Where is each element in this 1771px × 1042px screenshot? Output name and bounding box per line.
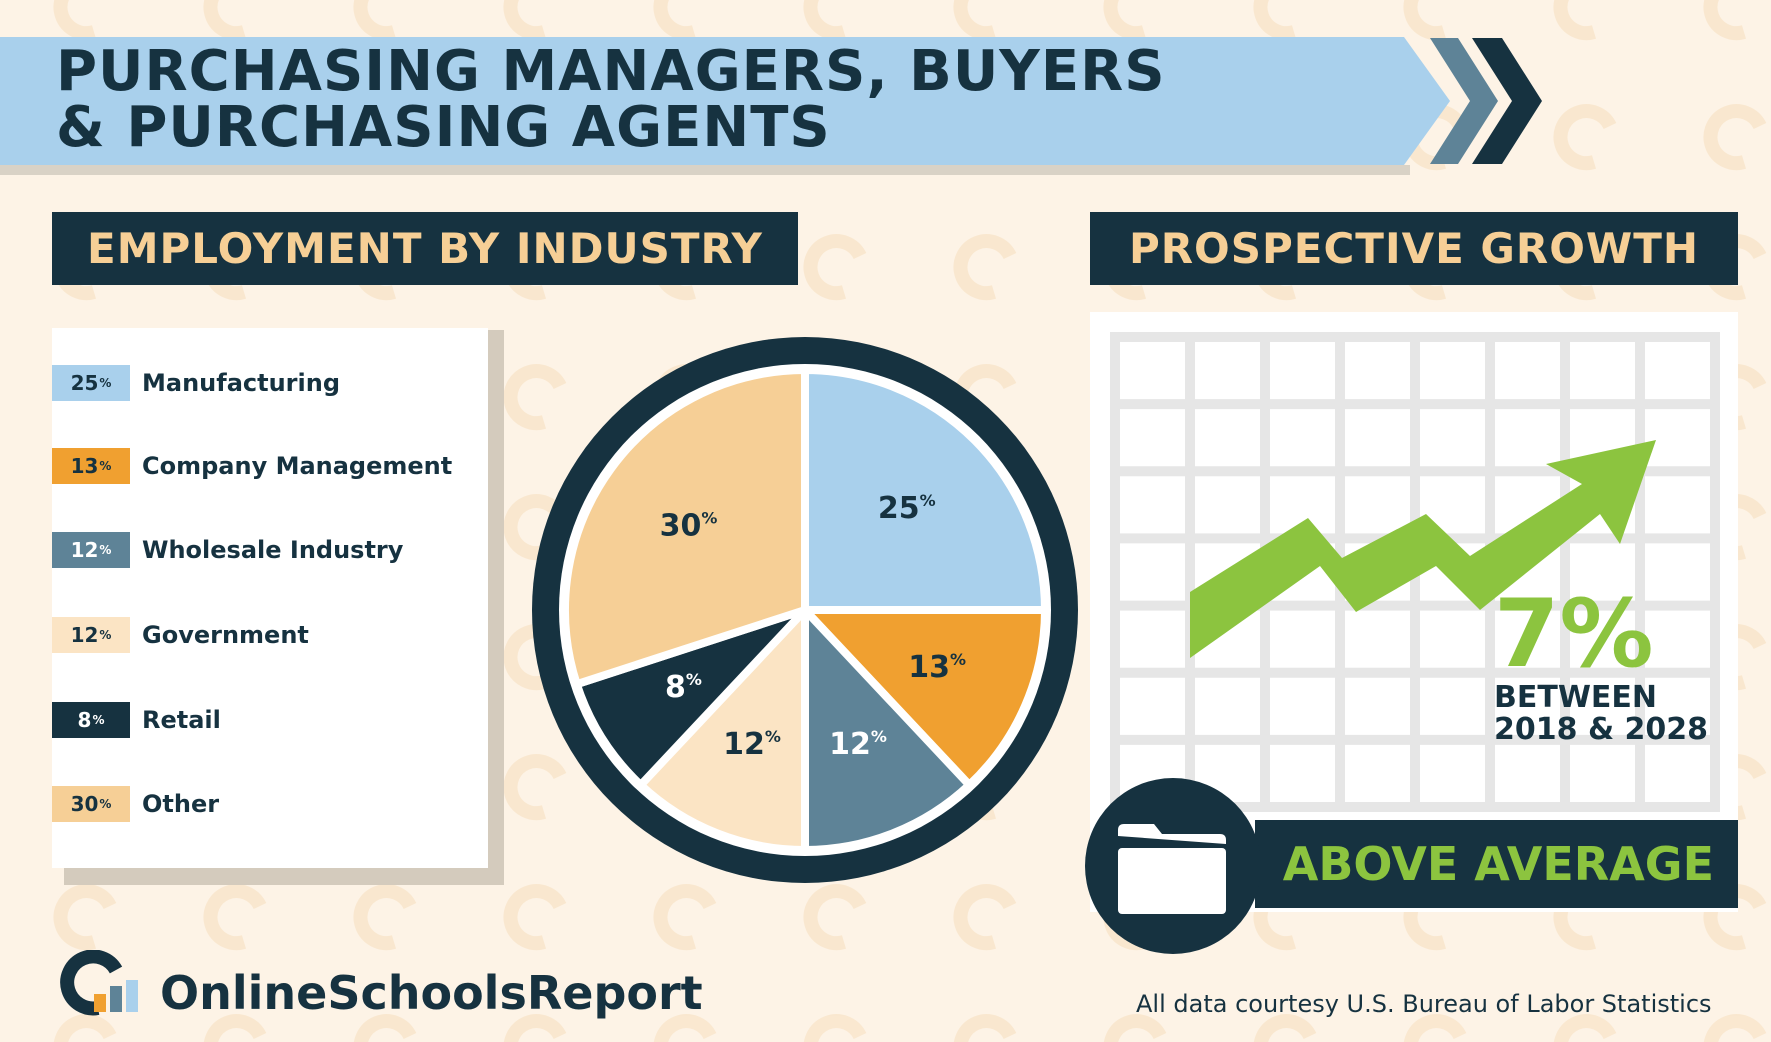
pie-slice — [801, 606, 974, 854]
legend-label: Wholesale Industry — [142, 536, 404, 564]
pie-chart: 25%13%12%12%8%30% — [532, 337, 1078, 883]
pie-slice — [572, 606, 809, 789]
pie-slice — [561, 366, 809, 689]
title-line-2: & PURCHASING AGENTS — [56, 95, 831, 160]
growth-between: BETWEEN — [1494, 680, 1658, 715]
legend-swatch: 30% — [52, 786, 130, 822]
pie-slice — [801, 606, 1049, 789]
chevrons-icon — [1430, 38, 1542, 164]
legend-swatch: 12% — [52, 617, 130, 653]
legend-swatch: 13% — [52, 448, 130, 484]
legend-swatch: 8% — [52, 702, 130, 738]
folder-icon — [1118, 824, 1226, 914]
growth-rating: ABOVE AVERAGE — [1255, 820, 1738, 908]
source-credit: All data courtesy U.S. Bureau of Labor S… — [1136, 990, 1712, 1018]
legend-item: 30% Other — [52, 786, 219, 822]
growth-percent: 7% — [1494, 580, 1654, 689]
growth-period: BETWEEN 2018 & 2028 — [1494, 682, 1708, 746]
logo-icon — [60, 950, 138, 1016]
title-banner-shadow — [0, 165, 1410, 175]
legend-label: Government — [142, 621, 309, 649]
legend-item: 8% Retail — [52, 702, 221, 738]
logo-wordmark: OnlineSchoolsReport — [160, 966, 703, 1020]
pie-slice-label: 25% — [878, 491, 936, 526]
legend-label: Company Management — [142, 452, 453, 480]
growth-years: 2018 & 2028 — [1494, 712, 1709, 747]
title-line-1: PURCHASING MANAGERS, BUYERS — [56, 39, 1166, 104]
pie-slice-label: 13% — [908, 650, 966, 685]
legend-item: 12% Government — [52, 617, 309, 653]
title-banner — [0, 37, 1450, 165]
legend-label: Manufacturing — [142, 369, 340, 397]
growth-header: PROSPECTIVE GROWTH — [1090, 212, 1738, 285]
growth-arrow-icon — [1190, 440, 1656, 658]
legend-item: 13% Company Management — [52, 448, 452, 484]
legend-item: 25% Manufacturing — [52, 365, 340, 401]
legend-label: Other — [142, 790, 220, 818]
legend-swatch: 25% — [52, 365, 130, 401]
legend-panel — [52, 328, 488, 868]
pie-slice — [636, 606, 809, 854]
pie-slice-label: 30% — [660, 508, 718, 543]
legend-label: Retail — [142, 706, 221, 734]
page-title: PURCHASING MANAGERS, BUYERS & PURCHASING… — [56, 44, 1386, 156]
legend-swatch: 12% — [52, 532, 130, 568]
pie-slice — [801, 366, 1049, 614]
legend-item: 12% Wholesale Industry — [52, 532, 403, 568]
employment-header: EMPLOYMENT BY INDUSTRY — [52, 212, 798, 285]
